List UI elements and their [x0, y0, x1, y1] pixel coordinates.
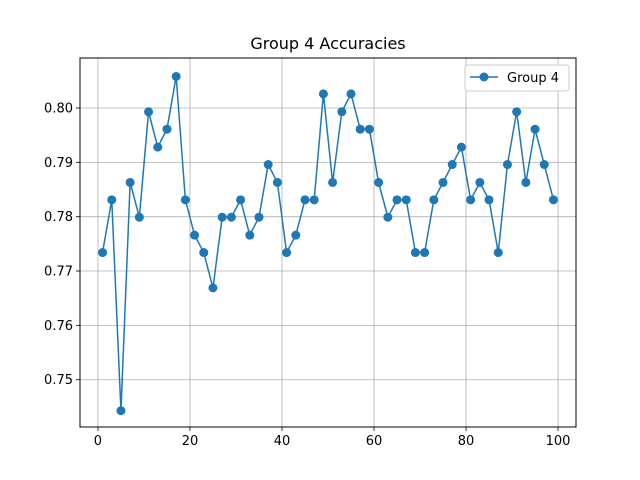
legend-marker	[479, 72, 489, 82]
data-point	[254, 212, 264, 222]
data-point	[282, 248, 292, 258]
data-point	[502, 160, 512, 170]
data-point	[208, 283, 218, 293]
data-point	[328, 177, 338, 187]
data-point	[383, 212, 393, 222]
data-point	[291, 230, 301, 240]
data-point	[236, 195, 246, 205]
data-point	[98, 248, 108, 258]
data-point	[180, 195, 190, 205]
data-point	[245, 230, 255, 240]
data-point	[125, 177, 135, 187]
data-point	[530, 124, 540, 134]
x-axis: 0 20 40 60 80 100	[94, 427, 571, 449]
data-point	[539, 160, 549, 170]
data-point	[548, 195, 558, 205]
data-point	[456, 142, 466, 152]
data-point	[153, 142, 163, 152]
data-point	[493, 248, 503, 258]
data-point	[420, 248, 430, 258]
x-tick-label: 100	[546, 434, 571, 449]
y-tick-label: 0.80	[44, 101, 73, 116]
grid	[80, 58, 576, 427]
data-point	[447, 160, 457, 170]
data-point	[521, 177, 531, 187]
data-point	[263, 160, 273, 170]
y-axis: 0.75 0.76 0.77 0.78 0.79 0.80	[44, 101, 80, 388]
x-tick-label: 60	[366, 434, 383, 449]
legend-label: Group 4	[507, 71, 559, 86]
y-tick-label: 0.75	[44, 373, 73, 388]
data-point	[364, 124, 374, 134]
data-point	[309, 195, 319, 205]
data-point	[401, 195, 411, 205]
data-point	[272, 177, 282, 187]
data-point	[116, 406, 126, 416]
data-point	[355, 124, 365, 134]
data-point	[107, 195, 117, 205]
y-tick-label: 0.79	[44, 156, 73, 171]
data-point	[162, 124, 172, 134]
data-point	[190, 230, 200, 240]
data-point	[374, 177, 384, 187]
x-tick-label: 0	[94, 434, 102, 449]
x-tick-label: 40	[274, 434, 291, 449]
data-point	[134, 212, 144, 222]
data-point	[217, 212, 227, 222]
data-point	[512, 107, 522, 117]
x-tick-label: 20	[182, 434, 199, 449]
data-point	[484, 195, 494, 205]
plot-frame	[79, 57, 577, 428]
data-point	[410, 248, 420, 258]
x-tick-label: 80	[458, 434, 475, 449]
data-point	[337, 107, 347, 117]
legend: Group 4	[464, 64, 570, 92]
y-tick-label: 0.77	[44, 265, 73, 280]
data-point	[429, 195, 439, 205]
data-point	[466, 195, 476, 205]
data-point	[199, 248, 209, 258]
data-point	[346, 89, 356, 99]
data-point	[318, 89, 328, 99]
data-point	[144, 107, 154, 117]
chart-title: Group 4 Accuracies	[250, 34, 405, 53]
data-point	[438, 177, 448, 187]
y-tick-label: 0.76	[44, 319, 73, 334]
y-tick-label: 0.78	[44, 210, 73, 225]
data-point	[392, 195, 402, 205]
legend-box	[464, 64, 570, 92]
data-point	[475, 177, 485, 187]
data-point	[300, 195, 310, 205]
data-point	[226, 212, 236, 222]
data-point	[171, 71, 181, 81]
series-layer	[98, 71, 558, 416]
